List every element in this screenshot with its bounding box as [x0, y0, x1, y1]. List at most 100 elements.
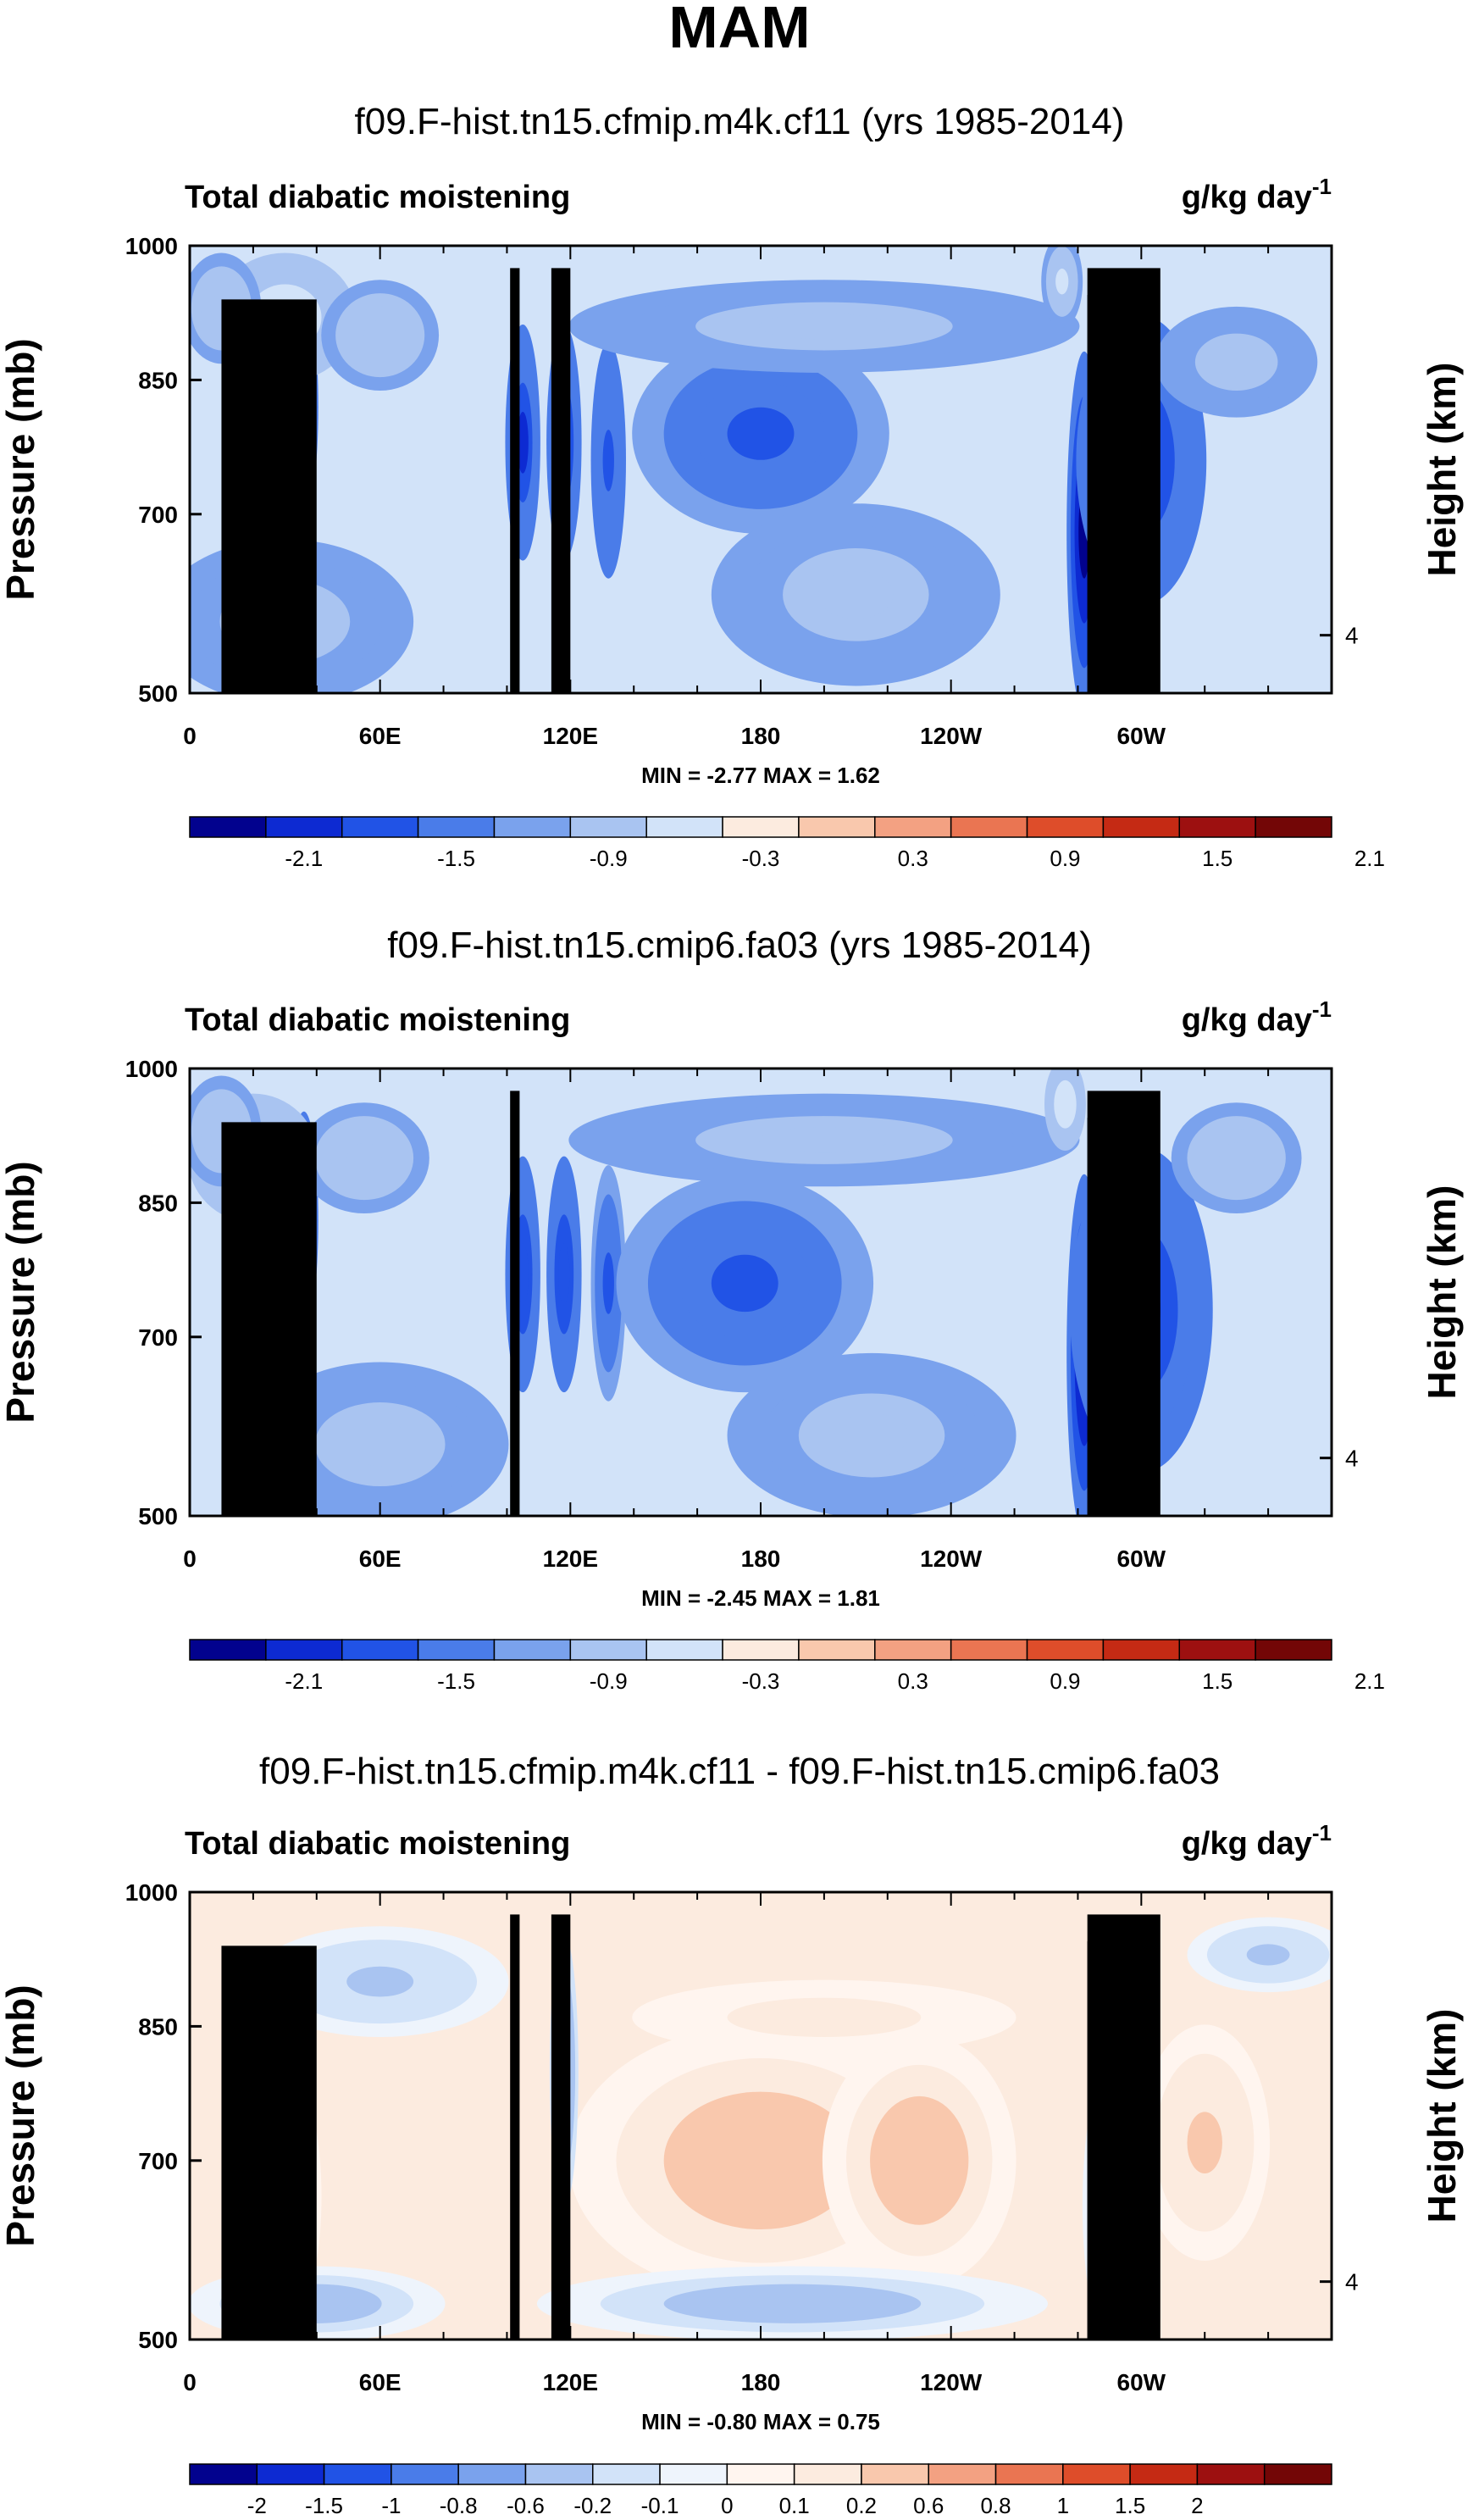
- x-tick-label: 120W: [920, 1546, 983, 1572]
- colorbar-label: 1: [1057, 2493, 1069, 2518]
- y-tick-label: 850: [138, 1190, 178, 1216]
- colorbar-label: -0.3: [742, 1668, 780, 1694]
- colorbar-label: 2.1: [1354, 846, 1385, 871]
- y-axis: 500 700 850 1000: [125, 1879, 202, 2353]
- colorbar-label: -0.9: [590, 846, 628, 871]
- units-exponent: -1: [1312, 1820, 1332, 1846]
- colorbar-box: [417, 816, 496, 838]
- colorbar-label: 0.9: [1050, 1668, 1080, 1694]
- colorbar-box: [391, 2463, 459, 2485]
- land-block: [1087, 1941, 1097, 2340]
- colorbar-box: [341, 816, 419, 838]
- heatmap-blob: [1215, 347, 1259, 378]
- colorbar-box: [874, 816, 952, 838]
- colorbar-box: [645, 816, 723, 838]
- y-tick-label: 700: [138, 502, 178, 528]
- colorbar-label: -0.9: [590, 1668, 628, 1694]
- land-mask: [221, 1914, 1160, 2340]
- colorbar-box: [798, 1639, 876, 1661]
- y-tick-label: 500: [138, 1503, 178, 1529]
- colorbar: -2.1 -1.5 -0.9 -0.3 0.3 0.9 1.5 2.1: [189, 816, 1385, 871]
- y-tick-label: 1000: [125, 233, 178, 259]
- colorbar-box: [417, 1639, 496, 1661]
- x-tick-label: 120W: [920, 2369, 983, 2395]
- heatmap-blob: [517, 412, 529, 474]
- colorbar-box: [994, 2463, 1064, 2485]
- colorbar-box: [1263, 2463, 1332, 2485]
- heatmap-blob: [602, 1252, 614, 1314]
- x-tick-label: 60E: [359, 723, 402, 749]
- y-tick-label: 700: [138, 1324, 178, 1351]
- min-max-label: MIN = -2.45 MAX = 1.81: [641, 1585, 880, 1611]
- y2-axis: 4: [1320, 2269, 1359, 2295]
- left-label: Total diabatic moistening: [185, 1002, 570, 1038]
- colorbar-label: 1.5: [1202, 1668, 1232, 1694]
- units-exponent: -1: [1312, 174, 1332, 199]
- colorbar-label: -2.1: [285, 1668, 323, 1694]
- land-mask: [221, 268, 1160, 693]
- colorbar-label: -0.2: [573, 2493, 612, 2518]
- colorbar-box: [1255, 816, 1332, 838]
- y-axis-label: Pressure (mb): [0, 338, 42, 600]
- land-block: [1087, 1091, 1160, 1516]
- heatmap-blob: [834, 1413, 910, 1457]
- colorbar-box: [341, 1639, 419, 1661]
- colorbar-box: [722, 816, 800, 838]
- min-max-label: MIN = -0.80 MAX = 0.75: [641, 2409, 880, 2434]
- colorbar-box: [265, 816, 343, 838]
- colorbar-label: -0.6: [507, 2493, 545, 2518]
- x-tick-label: 0: [183, 723, 197, 749]
- colorbar-box: [256, 2463, 325, 2485]
- left-label: Total diabatic moistening: [185, 1826, 570, 1862]
- y-axis: 500 700 850 1000: [125, 233, 202, 707]
- colorbar-label: -0.1: [641, 2493, 679, 2518]
- colorbar-label: 2.1: [1354, 1668, 1385, 1694]
- colorbar-box: [524, 2463, 594, 2485]
- x-tick-label: 60W: [1117, 2369, 1166, 2395]
- land-block: [1087, 1914, 1160, 2340]
- x-tick-label: 120E: [543, 2369, 598, 2395]
- units-label: g/kg day-1: [1182, 174, 1332, 215]
- units-text: g/kg day: [1182, 180, 1312, 215]
- y2-tick-label: 4: [1345, 623, 1359, 649]
- colorbar-box: [1026, 816, 1105, 838]
- units-exponent: -1: [1312, 996, 1332, 1022]
- heatmap-blob: [759, 313, 889, 340]
- colorbar-label: 2: [1191, 2493, 1203, 2518]
- y-tick-label: 500: [138, 680, 178, 707]
- panel-2: f09.F-hist.tn15.cmip6.fa03 (yrs 1985-201…: [0, 924, 1464, 1694]
- y-tick-label: 500: [138, 2327, 178, 2353]
- colorbar: -2 -1.5 -1 -0.8 -0.6 -0.2 -0.1 0 0.1 0.2 0.6 0.8 1 1.…: [189, 2463, 1332, 2518]
- y2-tick-label: 4: [1345, 2269, 1359, 2295]
- colorbar-label: -1.5: [305, 2493, 343, 2518]
- heatmap-blob: [894, 2127, 945, 2194]
- colorbar-box: [861, 2463, 929, 2485]
- heatmap-blob: [346, 1142, 382, 1174]
- units-label: g/kg day-1: [1182, 1820, 1332, 1862]
- colorbar-label: 0.9: [1050, 846, 1080, 871]
- heatmap-blob: [346, 1422, 414, 1467]
- heatmap-blob: [346, 1966, 414, 1997]
- colorbar-box: [189, 2463, 258, 2485]
- colorbar-label: 1.5: [1202, 846, 1232, 871]
- colorbar-box: [645, 1639, 723, 1661]
- x-tick-label: 180: [741, 2369, 781, 2395]
- land-block: [510, 1091, 520, 1516]
- colorbar-box: [722, 1639, 800, 1661]
- colorbar-label: -2.1: [285, 846, 323, 871]
- x-tick-label: 0: [183, 1546, 197, 1572]
- land-block: [278, 1167, 302, 1516]
- units-text: g/kg day: [1182, 1826, 1312, 1862]
- colorbar-label: -1: [381, 2493, 401, 2518]
- heatmap-blob: [1218, 1142, 1255, 1174]
- colorbar-box: [1129, 2463, 1199, 2485]
- colorbar-box: [1255, 1639, 1332, 1661]
- colorbar-label: 0.3: [898, 1668, 928, 1694]
- heatmap-field: [190, 1069, 1332, 1516]
- x-tick-label: 0: [183, 2369, 197, 2395]
- colorbar-label: 0.2: [846, 2493, 877, 2518]
- min-max-label: MIN = -2.77 MAX = 1.62: [641, 763, 880, 788]
- heatmap-blob: [517, 1243, 529, 1306]
- colorbar-box: [1102, 1639, 1181, 1661]
